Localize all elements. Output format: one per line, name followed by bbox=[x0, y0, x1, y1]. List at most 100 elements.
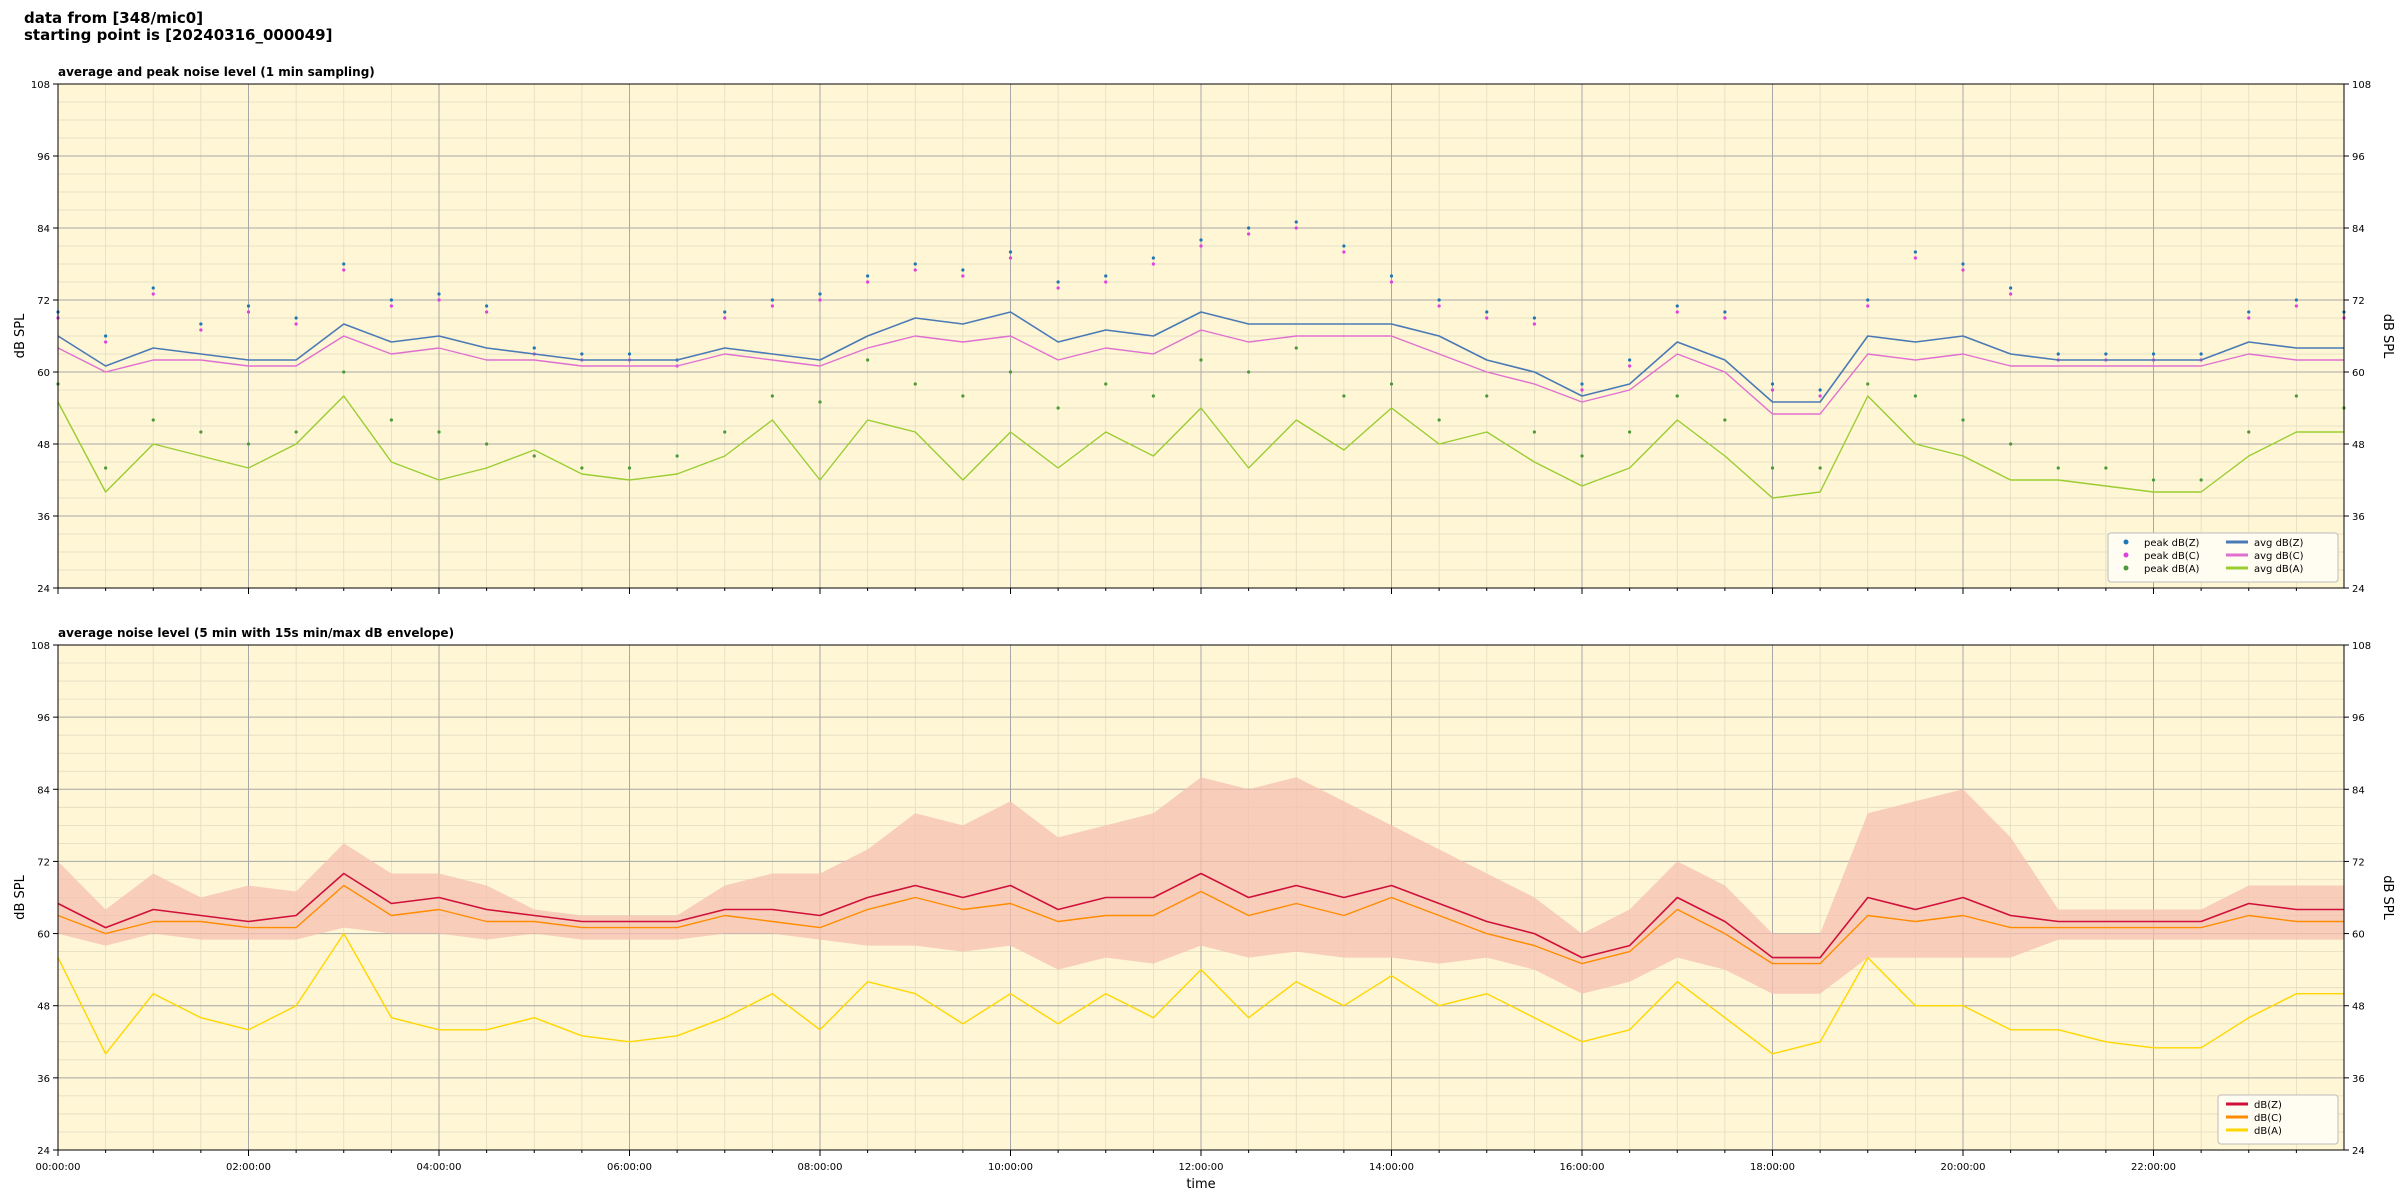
y-tick-label: 72 bbox=[37, 857, 50, 868]
y-tick-label: 108 bbox=[31, 641, 50, 652]
y-tick-label: 48 bbox=[37, 1002, 50, 1013]
line-db-z bbox=[57, 872, 2344, 959]
point-peak-db-c bbox=[1866, 304, 1870, 308]
point-peak-db-a bbox=[2247, 430, 2251, 434]
point-peak-db-z bbox=[437, 292, 441, 296]
point-peak-db-a bbox=[866, 358, 870, 362]
chart-average-peak: 242436364848606072728484969610810800:000… bbox=[13, 65, 2395, 595]
point-peak-db-z bbox=[818, 292, 822, 296]
y-tick-label: 84 bbox=[2352, 785, 2365, 796]
y-tick-label: 24 bbox=[2352, 1146, 2365, 1157]
point-peak-db-z bbox=[723, 310, 727, 314]
point-peak-db-z bbox=[1008, 250, 1013, 254]
point-peak-db-a bbox=[1485, 394, 1489, 398]
legend-label: dB(A) bbox=[2254, 1126, 2282, 1137]
x-tick-label: 04:00:00 bbox=[417, 1162, 462, 1173]
point-peak-db-c bbox=[485, 310, 489, 314]
legend-marker bbox=[2123, 539, 2129, 545]
point-peak-db-a bbox=[246, 442, 251, 446]
x-tick-label: 02:00:00 bbox=[226, 1162, 271, 1173]
point-peak-db-z bbox=[2104, 352, 2108, 356]
point-peak-db-c bbox=[1247, 232, 1251, 236]
legend: peak dB(Z) peak dB(C) peak dB(A) avg dB(Z) a… bbox=[2107, 532, 2339, 583]
point-peak-db-z bbox=[2247, 310, 2251, 314]
point-peak-db-c bbox=[1199, 244, 1203, 248]
line-avg-db-z bbox=[57, 311, 2344, 403]
point-peak-db-a bbox=[675, 454, 679, 458]
y-tick-label: 96 bbox=[37, 152, 50, 163]
y-tick-label: 60 bbox=[37, 368, 50, 379]
point-peak-db-z bbox=[1913, 250, 1917, 254]
point-peak-db-a bbox=[1437, 418, 1441, 422]
legend-label: peak dB(Z) bbox=[2144, 538, 2200, 549]
point-peak-db-c bbox=[1389, 280, 1394, 284]
legend-box bbox=[2217, 1094, 2339, 1145]
page-header: data from [348/mic0] starting point is [… bbox=[24, 10, 332, 44]
point-peak-db-c bbox=[1913, 256, 1917, 260]
y-tick-label: 84 bbox=[37, 224, 50, 235]
point-peak-db-c bbox=[1675, 310, 1679, 314]
point-peak-db-z bbox=[1104, 274, 1108, 278]
legend-label: dB(C) bbox=[2254, 1113, 2282, 1124]
point-peak-db-a bbox=[2199, 478, 2203, 482]
y-axis-label: dB SPL bbox=[13, 313, 28, 358]
point-peak-db-z bbox=[1961, 262, 1965, 266]
y-tick-label: 48 bbox=[37, 440, 50, 451]
point-peak-db-z bbox=[913, 262, 917, 266]
y-tick-label: 60 bbox=[37, 930, 50, 941]
point-peak-db-a bbox=[627, 466, 632, 470]
point-peak-db-z bbox=[104, 334, 108, 338]
y-tick-label: 108 bbox=[2352, 80, 2371, 91]
point-peak-db-z bbox=[1532, 316, 1536, 320]
point-peak-db-c bbox=[1961, 268, 1965, 272]
x-axis-label: time bbox=[1186, 1177, 1215, 1192]
y-tick-label: 108 bbox=[31, 80, 50, 91]
point-peak-db-a bbox=[770, 394, 774, 398]
point-peak-db-c bbox=[866, 280, 870, 284]
point-peak-db-a bbox=[818, 400, 822, 404]
line-db-a bbox=[57, 932, 2344, 1055]
point-peak-db-z bbox=[485, 304, 489, 308]
point-peak-db-z bbox=[2151, 352, 2156, 356]
point-peak-db-z bbox=[2199, 352, 2203, 356]
point-peak-db-z bbox=[1770, 382, 1775, 386]
series-avg-db-c bbox=[57, 329, 2344, 415]
point-peak-db-a bbox=[1247, 370, 1251, 374]
point-peak-db-c bbox=[246, 310, 251, 314]
y-axis-label-right: dB SPL bbox=[2380, 314, 2395, 359]
point-peak-db-c bbox=[961, 274, 965, 278]
point-peak-db-z bbox=[1151, 256, 1155, 260]
point-peak-db-a bbox=[532, 454, 536, 458]
point-peak-db-a bbox=[1961, 418, 1965, 422]
legend-box bbox=[2107, 532, 2339, 583]
point-peak-db-c bbox=[1294, 226, 1298, 230]
point-peak-db-z bbox=[1437, 298, 1441, 302]
y-tick-label: 36 bbox=[2352, 1074, 2365, 1085]
point-peak-db-c bbox=[1151, 262, 1155, 266]
point-peak-db-z bbox=[1199, 238, 1203, 242]
point-peak-db-z bbox=[1056, 280, 1060, 284]
point-peak-db-z bbox=[1675, 304, 1679, 308]
point-peak-db-z bbox=[389, 298, 393, 302]
point-peak-db-c bbox=[913, 268, 917, 272]
legend-label: peak dB(A) bbox=[2144, 564, 2200, 575]
point-peak-db-a bbox=[913, 382, 917, 386]
y-tick-label: 36 bbox=[37, 1074, 50, 1085]
point-peak-db-c bbox=[1008, 256, 1013, 260]
series-avg-db-z bbox=[57, 311, 2344, 403]
legend: dB(Z) dB(C) dB(A) bbox=[2217, 1094, 2339, 1145]
y-tick-label: 24 bbox=[2352, 584, 2365, 595]
point-peak-db-z bbox=[151, 286, 155, 290]
legend-label: avg dB(Z) bbox=[2254, 538, 2304, 549]
point-peak-db-c bbox=[1580, 388, 1584, 392]
point-peak-db-z bbox=[866, 274, 870, 278]
line-avg-db-a bbox=[57, 395, 2344, 499]
x-tick-label: 00:00:00 bbox=[36, 1162, 81, 1173]
point-peak-db-a bbox=[1056, 406, 1060, 410]
y-tick-label: 72 bbox=[37, 296, 50, 307]
point-peak-db-a bbox=[1866, 382, 1870, 386]
x-tick-label: 08:00:00 bbox=[798, 1162, 843, 1173]
series-peak-db-a bbox=[56, 346, 2346, 482]
point-peak-db-a bbox=[2009, 442, 2013, 446]
point-peak-db-a bbox=[1104, 382, 1108, 386]
